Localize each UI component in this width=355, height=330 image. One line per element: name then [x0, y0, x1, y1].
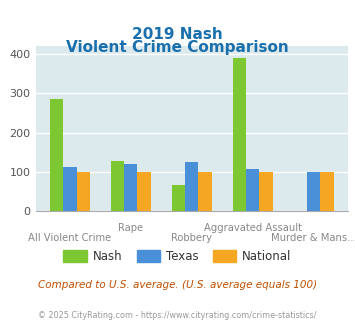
Bar	[77, 172, 90, 211]
Bar	[320, 172, 334, 211]
Legend: Nash, Texas, National: Nash, Texas, National	[59, 245, 296, 268]
Text: All Violent Crime: All Violent Crime	[28, 233, 111, 243]
Text: Compared to U.S. average. (U.S. average equals 100): Compared to U.S. average. (U.S. average …	[38, 280, 317, 290]
Bar	[198, 172, 212, 211]
Bar	[185, 162, 198, 211]
Text: Robbery: Robbery	[171, 233, 212, 243]
Text: Violent Crime Comparison: Violent Crime Comparison	[66, 40, 289, 55]
Bar	[307, 172, 320, 211]
Bar	[124, 164, 137, 211]
Bar	[171, 185, 185, 211]
Bar	[50, 99, 63, 211]
Bar	[111, 161, 124, 211]
Bar	[233, 58, 246, 211]
Bar	[260, 172, 273, 211]
Text: Aggravated Assault: Aggravated Assault	[204, 223, 302, 233]
Bar	[246, 169, 260, 211]
Text: Rape: Rape	[118, 223, 143, 233]
Text: © 2025 CityRating.com - https://www.cityrating.com/crime-statistics/: © 2025 CityRating.com - https://www.city…	[38, 311, 317, 320]
Text: Murder & Mans...: Murder & Mans...	[271, 233, 355, 243]
Bar	[137, 172, 151, 211]
Bar	[63, 167, 77, 211]
Text: 2019 Nash: 2019 Nash	[132, 27, 223, 42]
